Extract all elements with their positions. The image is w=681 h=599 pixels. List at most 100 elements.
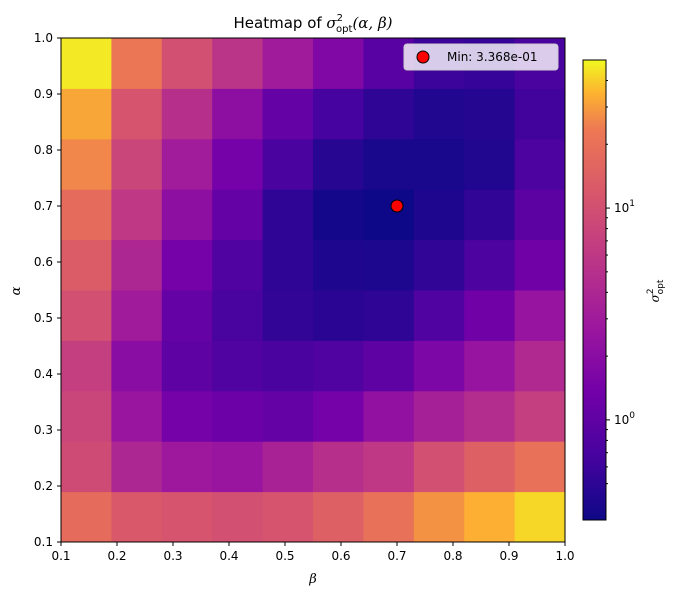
heatmap-cell [514,290,566,341]
y-tick-label: 0.3 [34,423,53,437]
heatmap-cell [313,88,364,140]
heatmap-cell [313,491,364,543]
heatmap-cell [262,88,314,140]
heatmap-cell [514,239,566,291]
heatmap-cells [61,38,566,543]
heatmap-cell [363,491,415,543]
heatmap-cell [111,441,163,493]
heatmap-cell [313,290,364,341]
heatmap-cell [313,390,364,442]
heatmap-cell [111,340,163,392]
heatmap-cell [61,88,112,140]
heatmap-cell [464,340,516,392]
heatmap-cell [111,290,163,341]
colorbar-ticks: 100 101 [606,80,635,485]
x-tick-label: 0.7 [387,549,406,563]
heatmap-cell [363,290,415,341]
legend-label: Min: 3.368e-01 [447,50,538,64]
heatmap-cell [464,441,516,493]
heatmap-cell [111,239,163,291]
heatmap-cell [514,189,566,241]
heatmap-cell [111,491,163,543]
heatmap-cell [161,441,213,493]
y-tick-label: 0.4 [34,367,53,381]
legend-marker [416,50,430,64]
chart-title-prefix: Heatmap of [234,14,327,32]
heatmap-cell [514,88,566,140]
heatmap-cell [61,138,112,190]
legend-box [403,43,559,71]
x-tick-label: 0.1 [51,549,70,563]
heatmap-cell [464,239,516,291]
minimum-point-marker [390,199,404,213]
heatmap-cell [111,138,163,190]
heatmap-cell [413,88,465,140]
x-tick-label: 0.4 [219,549,238,563]
heatmap-cell [413,491,465,543]
chart-title: Heatmap of σ2 opt(α, β) [234,13,393,35]
heatmap-cell [413,189,465,241]
heatmap-cell [161,290,213,341]
heatmap-cell [212,441,264,493]
heatmap-cell [313,189,364,241]
heatmap-cell [262,239,314,291]
y-tick-label: 0.6 [34,255,53,269]
heatmap-cell [413,441,465,493]
y-tick-label: 0.9 [34,87,53,101]
heatmap-cell [212,290,264,341]
heatmap-cell [161,390,213,442]
heatmap-cell [61,189,112,241]
x-tick-label: 0.8 [443,549,462,563]
heatmap-cell [413,239,465,291]
heatmap-cell [212,390,264,442]
heatmap-cell [212,491,264,543]
plot-frame [60,37,566,543]
heatmap-cell [464,138,516,190]
heatmap-cell [212,38,264,89]
y-axis-label: α [9,286,24,295]
heatmap-cell [111,390,163,442]
heatmap-cell [161,88,213,140]
heatmap-cell [161,189,213,241]
x-tick-label: 0.3 [163,549,182,563]
heatmap-cell [161,239,213,291]
heatmap-cell [464,491,516,543]
heatmap-cell [262,189,314,241]
heatmap-cell [413,138,465,190]
heatmap-cell [313,340,364,392]
x-axis-ticks: 0.1 0.2 0.3 0.4 0.5 0.6 0.7 0.8 0.9 1.0 [51,542,575,563]
heatmap-cell [262,340,314,392]
heatmap-cell [111,189,163,241]
legend: Min: 3.368e-01 [403,43,559,71]
heatmap-cell [161,38,213,89]
heatmap-cell [413,340,465,392]
x-tick-label: 1.0 [555,549,574,563]
heatmap-cell [262,441,314,493]
heatmap-cell [161,138,213,190]
heatmap-cell [363,239,415,291]
heatmap-cell [313,138,364,190]
y-tick-label: 0.1 [34,535,53,549]
colorbar-tick-label: 101 [614,199,635,215]
x-tick-label: 0.5 [275,549,294,563]
heatmap-cell [464,390,516,442]
heatmap-cell [363,390,415,442]
y-tick-label: 0.5 [34,311,53,325]
heatmap-cell [363,138,415,190]
heatmap-cell [61,390,112,442]
heatmap-cell [514,138,566,190]
heatmap-cell [61,491,112,543]
heatmap-cell [464,290,516,341]
y-tick-label: 0.2 [34,479,53,493]
heatmap-cell [464,88,516,140]
x-tick-label: 0.9 [499,549,518,563]
heatmap-cell [464,189,516,241]
heatmap-cell [161,491,213,543]
heatmap-cell [212,340,264,392]
heatmap-cell [212,138,264,190]
x-axis-label: β [308,572,317,587]
heatmap-cell [514,441,566,493]
y-axis-ticks: 0.1 0.2 0.3 0.4 0.5 0.6 0.7 0.8 0.9 1.0 [34,31,61,549]
heatmap-cell [313,38,364,89]
